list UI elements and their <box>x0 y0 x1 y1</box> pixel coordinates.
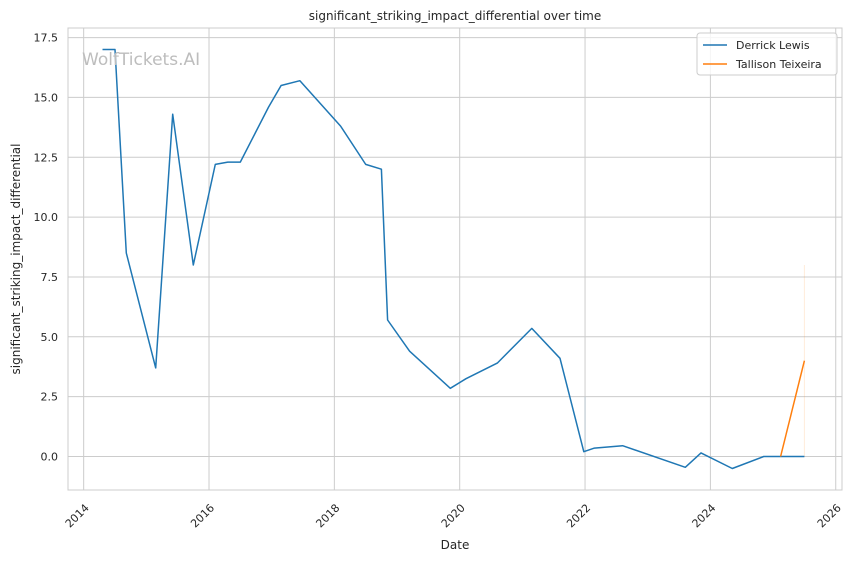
y-tick-label: 12.5 <box>34 151 59 164</box>
legend-label: Derrick Lewis <box>736 39 810 52</box>
x-axis-ticks: 2014 2016 2018 2020 2022 2024 2026 <box>63 501 844 530</box>
series-line-tallison-teixeira <box>779 360 806 457</box>
series-lines <box>102 48 806 470</box>
x-tick-label: 2018 <box>313 501 342 530</box>
y-axis-label: significant_striking_impact_differential <box>9 144 23 375</box>
grid <box>68 28 842 490</box>
legend-box <box>696 32 838 76</box>
y-tick-label: 7.5 <box>41 271 59 284</box>
series-line-derrick-lewis <box>102 48 805 470</box>
legend: Derrick Lewis Tallison Teixeira <box>696 32 838 76</box>
x-axis-label: Date <box>441 538 470 552</box>
x-tick-label: 2024 <box>690 501 719 530</box>
chart-title: significant_striking_impact_differential… <box>309 9 601 23</box>
x-tick-label: 2014 <box>63 501 92 530</box>
y-tick-label: 17.5 <box>34 32 59 45</box>
legend-label: Tallison Teixeira <box>735 58 822 71</box>
plot-area <box>67 27 843 491</box>
y-axis-ticks: 0.0 2.5 5.0 7.5 10.0 12.5 15.0 17.5 <box>34 32 59 464</box>
y-tick-label: 15.0 <box>34 91 59 104</box>
y-tick-label: 5.0 <box>41 331 59 344</box>
x-tick-label: 2026 <box>815 501 844 530</box>
x-tick-label: 2022 <box>564 501 593 530</box>
watermark: WolfTickets.AI <box>82 50 200 70</box>
y-tick-label: 10.0 <box>34 211 59 224</box>
y-tick-label: 0.0 <box>41 450 59 463</box>
x-tick-label: 2016 <box>188 501 217 530</box>
y-tick-label: 2.5 <box>41 391 59 404</box>
x-tick-label: 2020 <box>439 501 468 530</box>
